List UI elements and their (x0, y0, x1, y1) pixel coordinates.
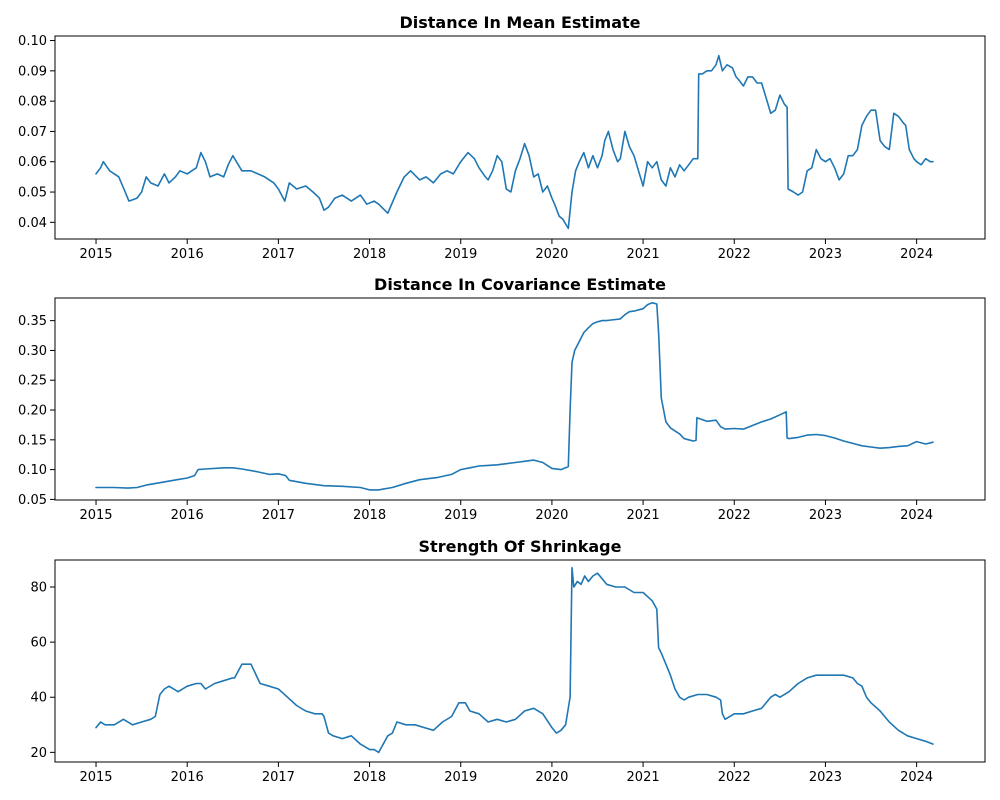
covariance-x-tick-label: 2017 (262, 508, 295, 523)
covariance-x-tick-label: 2019 (444, 508, 477, 523)
series-layer-shrinkage (95, 566, 934, 754)
shrinkage-y-tick-label: 40 (30, 691, 47, 706)
chart-title-covariance: Distance In Covariance Estimate (374, 275, 666, 294)
chart-title-mean: Distance In Mean Estimate (399, 13, 640, 32)
shrinkage-y-tick-label: 80 (30, 581, 47, 596)
shrinkage-x-tick-label: 2018 (353, 770, 386, 785)
mean-x-tick-label: 2022 (718, 247, 751, 262)
shrinkage-x-tick-label: 2020 (535, 770, 568, 785)
mean-x-tick-label: 2015 (79, 247, 112, 262)
mean-x-tick-label: 2023 (809, 247, 842, 262)
panel-shrinkage: Strength Of Shrinkage 2015 2016 2017 2018 20… (30, 537, 986, 785)
shrinkage-x-tick-label: 2024 (900, 770, 933, 785)
mean-x-tick-label: 2021 (627, 247, 660, 262)
mean-y-tick-label: 0.08 (18, 95, 47, 110)
covariance-x-tick-label: 2024 (900, 508, 933, 523)
panel-covariance: Distance In Covariance Estimate 2015 2016… (18, 275, 986, 523)
covariance-x-tick-label: 2021 (627, 508, 660, 523)
shrinkage-x-tick-label: 2017 (262, 770, 295, 785)
covariance-x-tick-label: 2020 (535, 508, 568, 523)
mean-x-tick-label: 2017 (262, 247, 295, 262)
shrinkage-series-line (95, 566, 934, 754)
shrinkage-x-tick-label: 2016 (171, 770, 204, 785)
covariance-x-tick-label: 2015 (79, 508, 112, 523)
mean-y-tick-label: 0.07 (18, 125, 47, 140)
shrinkage-x-tick-label: 2021 (627, 770, 660, 785)
mean-y-tick-label: 0.06 (18, 155, 47, 170)
covariance-x-tick-label: 2023 (809, 508, 842, 523)
mean-x-tick-label: 2019 (444, 247, 477, 262)
covariance-x-tick-label: 2016 (171, 508, 204, 523)
mean-x-tick-label: 2024 (900, 247, 933, 262)
shrinkage-y-tick-label: 20 (30, 746, 47, 761)
shrinkage-y-tick-label: 60 (30, 636, 47, 651)
covariance-series-line (95, 301, 934, 491)
panel-mean: Distance In Mean Estimate 2015 2016 2017 20… (18, 13, 986, 262)
ticks-mean: 2015 2016 2017 2018 2019 2020 2021 2022 2023 2024… (18, 34, 933, 262)
shrinkage-x-tick-label: 2022 (718, 770, 751, 785)
mean-y-tick-label: 0.04 (18, 216, 47, 231)
covariance-y-tick-label: 0.30 (18, 344, 47, 359)
shrinkage-x-tick-label: 2019 (444, 770, 477, 785)
mean-y-tick-label: 0.05 (18, 186, 47, 201)
chart-title-shrinkage: Strength Of Shrinkage (419, 537, 622, 556)
mean-x-tick-label: 2016 (171, 247, 204, 262)
covariance-y-tick-label: 0.05 (18, 493, 47, 508)
covariance-y-tick-label: 0.15 (18, 433, 47, 448)
mean-x-tick-label: 2020 (535, 247, 568, 262)
covariance-y-tick-label: 0.35 (18, 314, 47, 329)
plot-area-frame-shrinkage (54, 559, 986, 763)
mean-x-tick-label: 2018 (353, 247, 386, 262)
plot-area-frame-mean (54, 35, 986, 240)
mean-series-line (95, 54, 934, 230)
covariance-y-tick-label: 0.10 (18, 463, 47, 478)
plot-area-frame-covariance (54, 297, 986, 501)
covariance-y-tick-label: 0.25 (18, 374, 47, 389)
ticks-covariance: 2015 2016 2017 2018 2019 2020 2021 2022 2023 2024… (18, 314, 933, 523)
series-layer-covariance (95, 301, 934, 491)
shrinkage-x-tick-label: 2023 (809, 770, 842, 785)
shrinkage-x-tick-label: 2015 (79, 770, 112, 785)
mean-y-tick-label: 0.10 (18, 34, 47, 49)
ticks-shrinkage: 2015 2016 2017 2018 2019 2020 2021 2022 2023 2024… (30, 581, 933, 785)
covariance-x-tick-label: 2022 (718, 508, 751, 523)
covariance-x-tick-label: 2018 (353, 508, 386, 523)
covariance-y-tick-label: 0.20 (18, 404, 47, 419)
series-layer-mean (95, 54, 934, 230)
mean-y-tick-label: 0.09 (18, 64, 47, 79)
